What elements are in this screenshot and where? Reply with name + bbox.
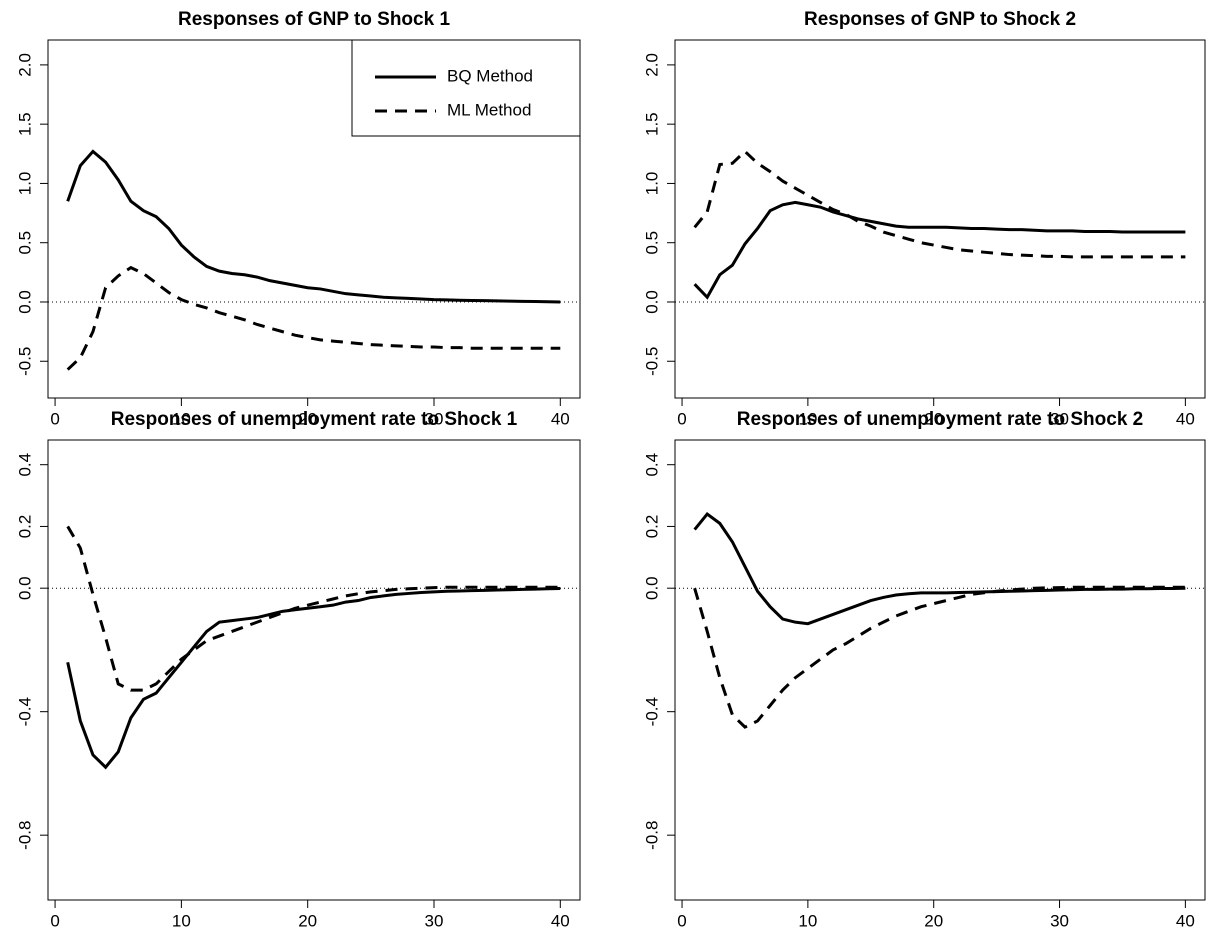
y-tick-label: -0.5 [15, 347, 34, 376]
x-tick-label: 20 [924, 409, 943, 428]
x-tick-label: 40 [1176, 409, 1195, 428]
x-tick-label: 10 [798, 911, 817, 928]
y-tick-label: 0.0 [642, 576, 661, 600]
x-tick-label: 20 [924, 911, 943, 928]
y-tick-label: 0.4 [15, 453, 34, 477]
data-line [66, 265, 561, 371]
x-tick-label: 10 [172, 911, 191, 928]
y-tick-label: 0.0 [642, 290, 661, 314]
y-tick-label: 2.0 [642, 53, 661, 77]
chart-title: Responses of unemployment rate to Shock … [111, 409, 518, 430]
y-tick-label: 0.0 [15, 576, 34, 600]
x-tick-label: 20 [298, 409, 317, 428]
x-tick-label: 0 [50, 409, 59, 428]
data-line [693, 149, 1186, 259]
y-tick-label: -0.5 [642, 347, 661, 376]
y-tick-label: 0.5 [642, 231, 661, 255]
x-tick-label: 10 [172, 409, 191, 428]
legend-label: BQ Method [447, 66, 533, 85]
x-tick-label: 0 [677, 911, 686, 928]
y-tick-label: -0.4 [642, 697, 661, 726]
legend-box [351, 39, 581, 137]
y-tick-label: 1.0 [642, 172, 661, 196]
plot-frame [47, 39, 581, 399]
data-line [693, 200, 1186, 300]
y-tick-label: 2.0 [15, 53, 34, 77]
y-tick-label: -0.4 [15, 697, 34, 726]
data-line [693, 512, 1186, 626]
y-tick-label: 0.0 [15, 290, 34, 314]
x-tick-label: 30 [425, 409, 444, 428]
data-line [66, 149, 561, 304]
chart-title: Responses of GNP to Shock 1 [178, 9, 450, 30]
plot-frame [674, 439, 1206, 901]
y-tick-label: 0.5 [15, 231, 34, 255]
chart-title: Responses of GNP to Shock 2 [804, 9, 1076, 30]
y-tick-label: 1.0 [15, 172, 34, 196]
y-tick-label: -0.8 [642, 821, 661, 850]
y-tick-label: 1.5 [642, 112, 661, 136]
x-tick-label: 10 [798, 409, 817, 428]
legend-label: ML Method [447, 100, 531, 119]
x-tick-label: 30 [425, 911, 444, 928]
y-tick-label: -0.8 [15, 821, 34, 850]
data-line [66, 525, 561, 692]
x-tick-label: 30 [1050, 409, 1069, 428]
y-tick-label: 1.5 [15, 112, 34, 136]
x-tick-label: 40 [551, 409, 570, 428]
y-tick-label: 0.2 [15, 515, 34, 539]
x-tick-label: 30 [1050, 911, 1069, 928]
y-tick-label: 0.2 [642, 515, 661, 539]
chart-title: Responses of unemployment rate to Shock … [737, 409, 1143, 430]
x-tick-label: 40 [551, 911, 570, 928]
data-line [66, 587, 561, 770]
y-tick-label: 0.4 [642, 453, 661, 477]
x-tick-label: 0 [50, 911, 59, 928]
plot-frame [674, 39, 1206, 399]
x-tick-label: 0 [677, 409, 686, 428]
data-line [693, 585, 1186, 729]
x-tick-label: 40 [1176, 911, 1195, 928]
plot-frame [47, 439, 581, 901]
x-tick-label: 20 [298, 911, 317, 928]
